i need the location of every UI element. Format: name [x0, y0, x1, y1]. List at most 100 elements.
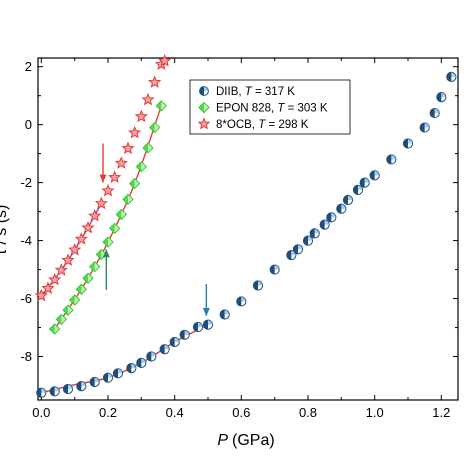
x-tick-label: 1.2	[432, 405, 450, 420]
data-point-star	[61, 253, 75, 266]
data-point-star	[74, 232, 88, 245]
data-point-diamond	[55, 313, 68, 326]
data-point-half-circle	[89, 376, 100, 388]
data-point-diamond	[102, 236, 114, 248]
data-point-star	[148, 75, 162, 88]
data-point-diamond	[62, 304, 74, 316]
data-point-star	[68, 242, 82, 256]
data-point-star	[34, 288, 48, 302]
data-point-star	[48, 272, 62, 286]
data-point-half-circle	[326, 212, 337, 223]
data-point-half-circle	[319, 219, 330, 230]
data-point-half-circle	[62, 383, 74, 395]
arrow-down	[99, 143, 107, 183]
data-point-diamond	[155, 100, 168, 112]
data-point-half-circle	[342, 194, 354, 206]
data-point-half-circle	[252, 280, 264, 291]
data-point-half-circle	[159, 344, 170, 355]
legend-marker-half-circle	[199, 86, 209, 96]
data-points	[34, 53, 457, 398]
x-tick-label: 0.4	[166, 405, 184, 420]
y-tick-label: -6	[20, 291, 32, 306]
legend-entry-label: 8*OCB, T = 298 K	[216, 119, 309, 131]
data-point-star	[88, 209, 102, 222]
data-point-half-circle	[336, 203, 347, 214]
data-point-star	[81, 220, 95, 234]
legend-marker-diamond	[198, 101, 210, 114]
data-point-half-circle	[292, 244, 304, 255]
data-point-half-circle	[386, 154, 397, 165]
x-axis-var: P	[217, 432, 228, 449]
x-tick-label: 1.0	[366, 405, 384, 420]
data-point-half-circle	[419, 122, 430, 133]
data-point-diamond	[148, 121, 161, 134]
data-point-star	[128, 125, 142, 139]
legend-entry-label: EPON 828, T = 303 K	[216, 103, 328, 115]
data-point-star	[41, 281, 55, 294]
data-point-half-circle	[352, 184, 364, 195]
data-point-half-circle	[179, 329, 190, 340]
data-point-half-circle	[112, 368, 124, 379]
data-point-diamond	[115, 208, 128, 221]
fit-curve	[54, 105, 162, 330]
data-point-half-circle	[359, 177, 370, 188]
arrow-down	[202, 284, 210, 316]
arrow-up	[102, 249, 110, 290]
data-point-diamond	[142, 142, 154, 154]
data-point-star	[101, 183, 115, 197]
data-point-star	[141, 92, 155, 106]
data-point-half-circle	[309, 228, 320, 239]
data-point-half-circle	[436, 92, 447, 103]
data-point-half-circle	[136, 357, 147, 369]
data-point-half-circle	[36, 387, 47, 398]
data-point-half-circle	[126, 363, 137, 374]
y-tick-label: -4	[20, 233, 32, 248]
data-point-half-circle	[76, 380, 87, 392]
legend-box	[189, 79, 351, 135]
data-point-half-circle	[219, 309, 230, 320]
data-point-diamond	[88, 260, 101, 273]
data-point-half-circle	[169, 336, 180, 348]
data-point-star	[54, 263, 68, 276]
data-point-half-circle	[302, 235, 314, 246]
data-point-half-circle	[402, 138, 414, 149]
plot-frame	[37, 57, 459, 401]
data-point-half-circle	[286, 249, 297, 261]
x-tick-label: 0.2	[99, 405, 117, 420]
y-tick-label: -2	[20, 175, 32, 190]
data-point-diamond	[122, 193, 134, 206]
data-point-diamond	[128, 177, 141, 190]
y-axis-title: τ / s (s)	[0, 205, 10, 256]
data-point-star	[121, 141, 135, 155]
data-point-diamond	[135, 160, 148, 173]
legend-marker-star	[197, 117, 211, 130]
tick-labels: 0.0 0.2 0.4 0.6 0.8 1.0 1.2 -8 -6 -4 -2 0 2	[20, 59, 450, 420]
x-tick-label: 0.6	[232, 405, 250, 420]
annotation-arrows	[99, 143, 210, 316]
x-axis-unit: (GPa)	[232, 432, 275, 449]
tick-marks	[38, 58, 458, 400]
data-point-star	[114, 156, 128, 169]
data-point-star	[108, 170, 122, 183]
data-point-diamond	[48, 323, 61, 335]
data-point-half-circle	[269, 264, 280, 275]
data-point-half-circle	[446, 71, 457, 82]
data-point-half-circle	[102, 372, 114, 383]
data-point-star	[158, 53, 172, 67]
y-tick-label: -8	[20, 349, 32, 364]
y-tick-label: 2	[25, 59, 32, 74]
data-point-half-circle	[369, 170, 380, 181]
x-tick-label: 0.0	[32, 405, 50, 420]
data-point-half-circle	[236, 296, 247, 307]
y-tick-label: 0	[25, 117, 32, 132]
data-point-star	[134, 109, 148, 123]
data-point-star	[94, 196, 108, 210]
data-point-half-circle	[146, 351, 157, 362]
data-point-diamond	[75, 283, 88, 295]
x-axis-title: P (GPa)	[217, 432, 274, 449]
x-tick-label: 0.8	[299, 405, 317, 420]
data-point-diamond	[108, 222, 121, 235]
data-point-diamond	[82, 272, 94, 284]
legend: DIIB, T = 317 K EPON 828, T = 303 K 8*OCB,…	[189, 79, 351, 135]
